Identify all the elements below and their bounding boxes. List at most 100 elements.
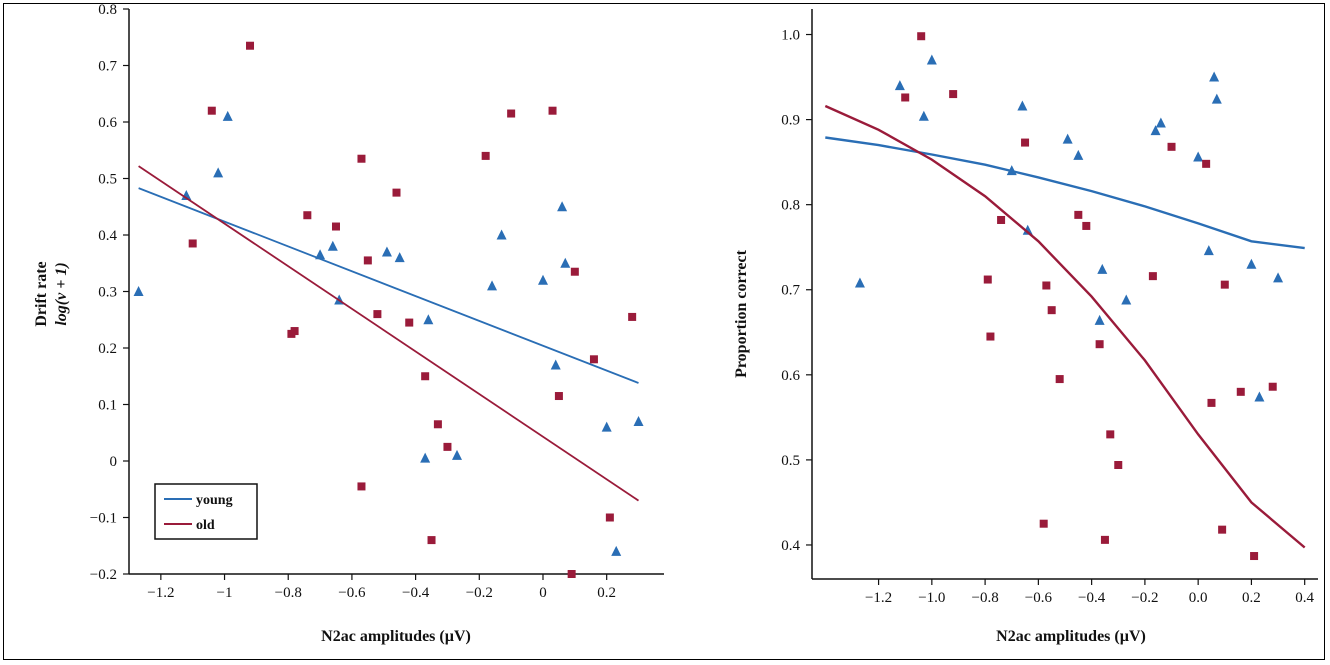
left-x-tick-label: 0.2: [597, 585, 616, 601]
right-point-old: [1055, 375, 1064, 384]
right-point-young: [1017, 100, 1028, 111]
left-point-young: [601, 421, 612, 432]
chart-proportion-correct: Proportion correct N2ac amplitudes (µV) …: [733, 9, 1318, 645]
right-y-tick-label: 0.4: [781, 538, 800, 554]
left-y-tick-label: 0: [110, 454, 118, 470]
left-point-old: [427, 536, 436, 545]
right-point-young: [1155, 117, 1166, 128]
left-point-old: [363, 256, 372, 265]
left-point-old: [589, 355, 598, 364]
left-point-young: [452, 449, 463, 460]
right-point-old: [1042, 281, 1051, 290]
right-point-old: [1218, 525, 1227, 534]
left-point-old: [605, 513, 614, 522]
right-x-tick-label: 0.0: [1189, 590, 1208, 606]
right-x-tick-label: −0.4: [1078, 590, 1106, 606]
figure-svg: Drift rate log(v + 1) N2ac amplitudes (µ…: [33, 4, 1318, 645]
left-x-tick-label: −0.8: [275, 585, 302, 601]
left-x-tick-label: 0: [539, 585, 547, 601]
left-point-old: [433, 420, 442, 429]
right-point-old: [1021, 138, 1030, 147]
left-y-tick-label: 0.2: [98, 341, 117, 357]
left-point-old: [405, 318, 414, 327]
right-point-young: [1203, 245, 1214, 256]
left-point-old: [303, 211, 312, 220]
right-point-young: [1121, 294, 1132, 305]
right-x-tick-label: −1.2: [865, 590, 892, 606]
right-x-tick-label: 0.2: [1242, 590, 1261, 606]
left-x-axis-title: N2ac amplitudes (µV): [321, 628, 471, 645]
left-y-tick-label: −0.2: [90, 567, 117, 583]
right-point-old: [1100, 535, 1109, 544]
right-point-young: [894, 80, 905, 91]
left-y-tick-label: 0.8: [98, 4, 117, 18]
right-point-old: [1167, 142, 1176, 151]
left-point-young: [181, 189, 192, 200]
legend-label-old: old: [196, 518, 215, 533]
left-point-young: [560, 257, 571, 268]
right-point-young: [918, 110, 929, 121]
right-point-old: [997, 215, 1006, 224]
left-point-young: [381, 246, 392, 257]
right-x-tick-label: 0.4: [1295, 590, 1314, 606]
right-point-old: [1106, 430, 1115, 439]
right-point-old: [1074, 210, 1083, 219]
left-point-old: [443, 442, 452, 451]
left-point-young: [611, 545, 622, 556]
right-point-young: [1006, 165, 1017, 176]
left-point-young: [315, 249, 326, 260]
left-point-old: [554, 392, 563, 401]
left-point-old: [548, 106, 557, 115]
left-trend-young: [138, 187, 639, 384]
left-point-old: [357, 482, 366, 491]
right-point-old: [1250, 552, 1259, 561]
left-point-young: [487, 280, 498, 291]
left-point-old: [188, 239, 197, 248]
chart-drift-rate: Drift rate log(v + 1) N2ac amplitudes (µ…: [33, 4, 664, 645]
right-point-young: [926, 54, 937, 65]
right-point-old: [1039, 519, 1048, 528]
right-point-young: [1097, 263, 1108, 274]
left-point-old: [628, 312, 637, 321]
left-point-young: [420, 452, 431, 463]
legend-box: [154, 483, 258, 540]
legend: young old: [154, 483, 258, 540]
left-trend-old: [138, 165, 640, 502]
left-point-old: [207, 106, 216, 115]
right-x-tick-label: −0.6: [1025, 590, 1053, 606]
right-y-tick-label: 0.7: [781, 283, 800, 299]
right-point-old: [983, 275, 992, 284]
right-point-young: [1246, 258, 1257, 269]
left-point-old: [290, 327, 299, 336]
right-point-old: [1236, 387, 1245, 396]
right-point-old: [1268, 382, 1277, 391]
left-point-young: [213, 167, 224, 178]
right-point-old: [949, 90, 958, 99]
right-point-young: [1073, 149, 1084, 160]
left-y-tick-label: 0.3: [98, 285, 117, 301]
right-point-young: [1209, 71, 1220, 82]
left-x-tick-label: −0.4: [402, 585, 430, 601]
left-y-tick-label: 0.5: [98, 172, 117, 188]
right-x-axis-title: N2ac amplitudes (µV): [996, 628, 1146, 645]
right-point-old: [1202, 159, 1211, 168]
left-point-old: [392, 188, 401, 197]
right-point-young: [1211, 93, 1222, 104]
left-y-axis-title-line1: Drift rate: [33, 261, 50, 326]
left-point-young: [133, 286, 144, 296]
figure-frame: Drift rate log(v + 1) N2ac amplitudes (µ…: [3, 3, 1325, 660]
left-point-old: [357, 154, 366, 163]
right-point-old: [917, 32, 926, 41]
left-x-tick-label: −1: [217, 585, 233, 601]
left-point-young: [557, 201, 568, 212]
left-point-young: [537, 274, 548, 285]
left-point-old: [481, 151, 490, 160]
left-point-young: [423, 314, 434, 325]
left-y-tick-label: 0.6: [98, 115, 117, 131]
right-point-old: [986, 332, 995, 341]
left-y-tick-label: −0.1: [90, 511, 117, 527]
right-point-old: [1047, 306, 1056, 315]
right-x-tick-label: −0.8: [971, 590, 998, 606]
right-y-tick-label: 1.0: [781, 28, 800, 44]
right-point-young: [1150, 125, 1161, 136]
